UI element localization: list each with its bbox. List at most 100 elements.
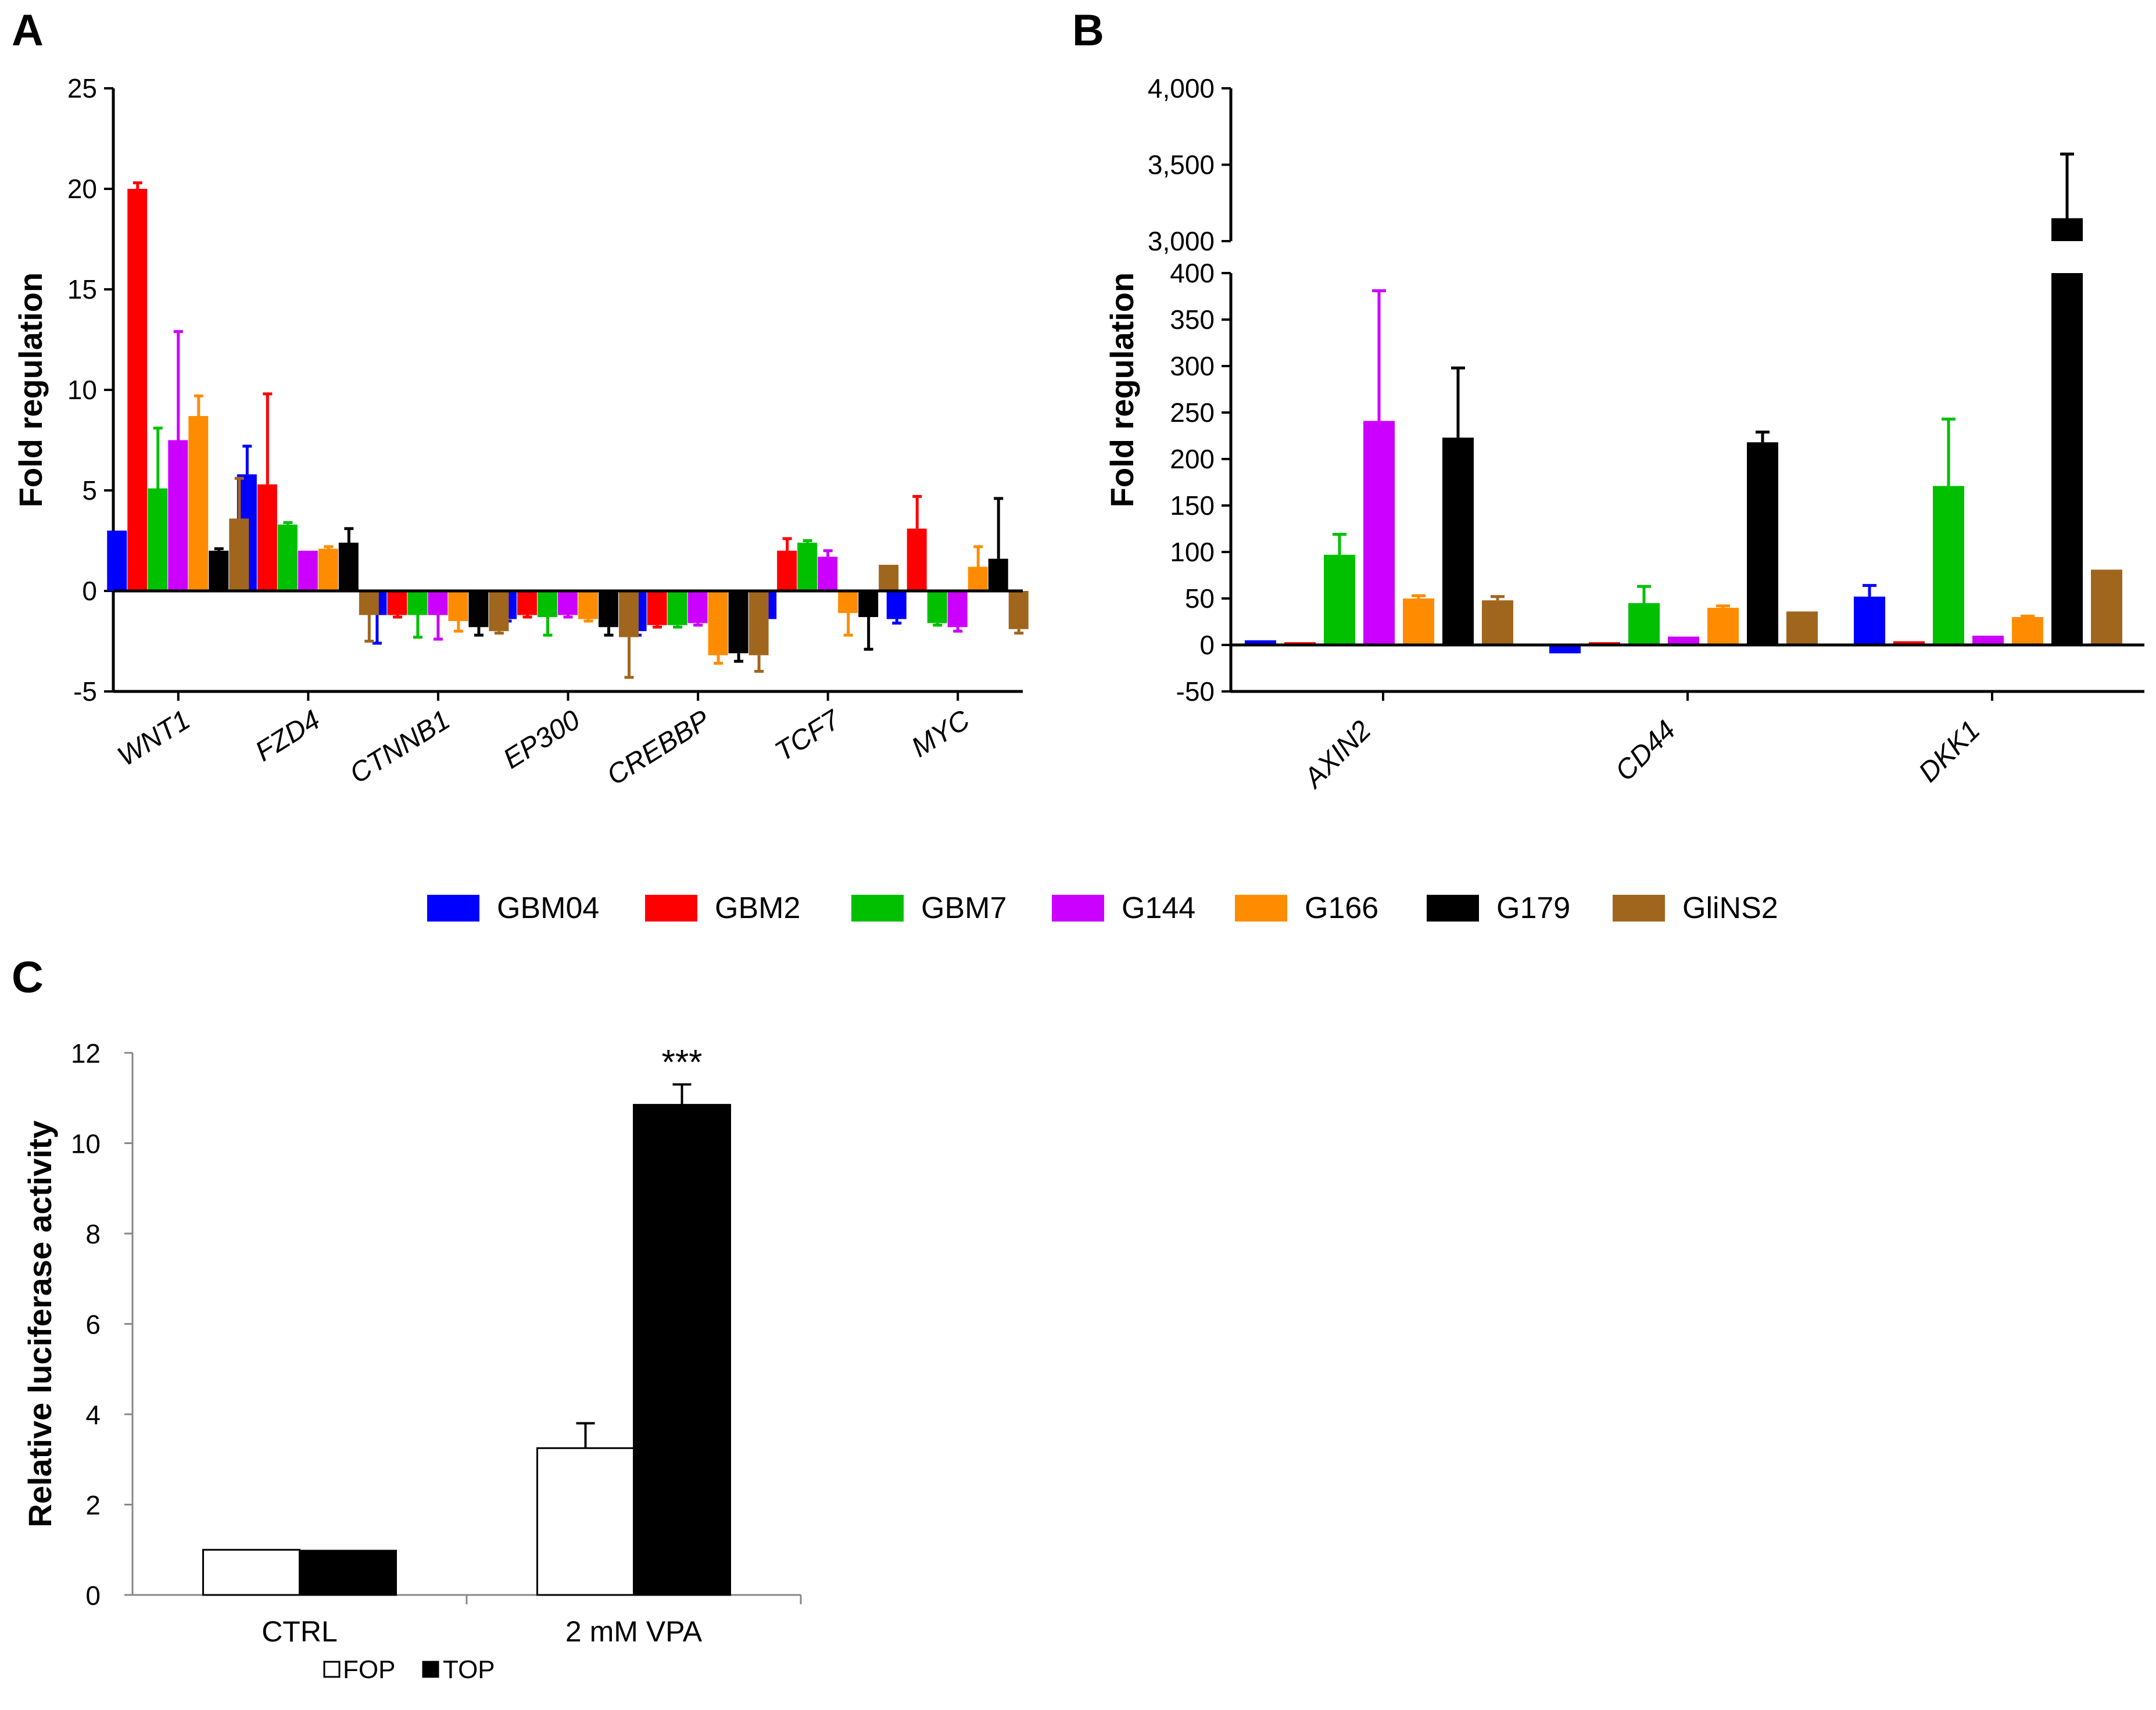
panel-label-b: B [1072, 6, 1104, 55]
bar-gbm7-myc [927, 591, 947, 623]
x-category-label-crebbp: CREBBP [601, 704, 715, 791]
y-tick-label: 20 [67, 174, 97, 204]
bar-g144-cd44 [1668, 636, 1699, 645]
y-axis-title: Relative luciferase activity [22, 1120, 58, 1527]
bar-g144-ep300 [558, 591, 578, 615]
bar-gbm04-wnt1 [107, 530, 127, 591]
x-category-label-ctnnb1: CTNNB1 [345, 704, 456, 790]
x-category-label-ep300: EP300 [498, 704, 586, 775]
legend-swatch-fop [323, 1661, 341, 1678]
bar-gbm04-cd44 [1549, 645, 1581, 654]
legend-label-g179: G179 [1496, 891, 1570, 925]
y-tick-label: 350 [1170, 304, 1215, 335]
bar-gbm7-axin2 [1324, 554, 1355, 645]
bar-glins2-tcf7 [879, 565, 899, 591]
legend-panels-ab: GBM04 GBM2 GBM7 G144 G166 G179 GliNS2 [427, 891, 1778, 925]
legend-swatch-gbm04 [427, 895, 479, 922]
x-category-label-wnt1: WNT1 [112, 704, 195, 772]
legend-label-gbm2: GBM2 [715, 891, 800, 925]
bar-g166-fzd4 [318, 549, 338, 591]
legend-label-g144: G144 [1122, 891, 1195, 925]
x-category-label-2-mm-vpa: 2 mM VPA [565, 1615, 703, 1648]
y-axis-title: Fold regulation [1104, 273, 1140, 507]
y-tick-label: -50 [1176, 676, 1215, 707]
bar-gbm7-cd44 [1628, 603, 1660, 645]
bar-fop-2-mm-vpa [536, 1447, 635, 1596]
y-tick-label: 4,000 [1148, 73, 1215, 103]
bar-g166-wnt1 [188, 415, 209, 591]
bar-g166-dkk1 [2012, 617, 2043, 645]
y-tick-label: 0 [85, 1580, 101, 1611]
y-tick-label: 6 [85, 1310, 101, 1340]
bar-gbm2-dkk1 [1893, 641, 1925, 645]
y-tick-label: 250 [1170, 397, 1215, 428]
bar-g179-dkk1-upper [2051, 218, 2083, 241]
bar-g179-myc [988, 558, 1008, 591]
legend-swatch-g179 [1427, 895, 1479, 922]
legend-label-top: TOP [443, 1655, 495, 1684]
y-tick-label: 10 [71, 1129, 101, 1159]
bar-g144-myc [947, 591, 968, 628]
panel-label-c: C [12, 953, 44, 1002]
x-category-label-ctrl: CTRL [262, 1615, 338, 1648]
bar-g179-axin2 [1442, 438, 1474, 645]
y-tick-label: 0 [82, 576, 97, 606]
bar-g144-tcf7 [818, 557, 838, 591]
bar-g166-ep300 [578, 591, 598, 619]
bar-gbm2-ctnnb1 [387, 591, 407, 615]
bar-g144-ctnnb1 [428, 591, 448, 615]
bar-gbm04-axin2 [1245, 640, 1276, 645]
bar-glins2-axin2 [1482, 600, 1513, 645]
bar-gbm7-dkk1 [1933, 486, 1964, 645]
bar-g144-axin2 [1363, 421, 1395, 645]
y-tick-label: -5 [73, 676, 97, 707]
legend-label-glins2: GliNS2 [1682, 891, 1778, 925]
y-tick-label: 50 [1185, 583, 1215, 614]
legend-label-gbm04: GBM04 [497, 891, 599, 925]
bar-g144-dkk1 [1972, 636, 2004, 645]
y-tick-label: 100 [1170, 537, 1215, 567]
bar-glins2-myc [1008, 591, 1029, 629]
bar-glins2-fzd4 [359, 591, 379, 615]
legend-label-fop: FOP [343, 1655, 395, 1684]
bar-g166-myc [968, 567, 988, 591]
y-tick-label: 150 [1170, 490, 1215, 521]
bar-g179-wnt1 [209, 550, 229, 591]
x-category-label-fzd4: FZD4 [250, 704, 325, 768]
y-tick-label: 5 [82, 475, 97, 506]
bar-g166-crebbp [708, 591, 728, 655]
y-tick-label: 300 [1170, 351, 1215, 381]
bar-glins2-wnt1 [229, 518, 249, 591]
legend-swatch-glins2 [1613, 895, 1665, 922]
significance-marker: *** [661, 1042, 702, 1081]
bar-glins2-ep300 [619, 591, 639, 637]
panel-label-a: A [12, 6, 44, 55]
bar-gbm7-wnt1 [148, 488, 168, 591]
bar-glins2-ctnnb1 [489, 591, 509, 632]
y-tick-label: 200 [1170, 444, 1215, 474]
y-tick-label: 12 [71, 1038, 101, 1069]
legend-swatch-g144 [1052, 895, 1104, 922]
y-tick-label: 10 [67, 375, 97, 405]
bar-gbm7-fzd4 [277, 524, 298, 591]
legend-swatch-g166 [1235, 895, 1287, 922]
legend-label-g166: G166 [1305, 891, 1378, 925]
y-tick-label: 400 [1170, 258, 1215, 288]
legend-swatch-gbm7 [851, 895, 904, 922]
y-axis-title: Fold regulation [12, 273, 49, 507]
bar-fop-ctrl [202, 1548, 300, 1596]
bar-top-ctrl [299, 1550, 397, 1596]
y-tick-label: 3,000 [1148, 226, 1215, 256]
bar-g144-crebbp [687, 591, 708, 623]
y-tick-label: 0 [1199, 630, 1215, 660]
bar-g166-axin2 [1403, 598, 1434, 645]
y-tick-label: 3,500 [1148, 150, 1215, 180]
bar-g166-tcf7 [838, 591, 858, 614]
bar-glins2-dkk1 [2091, 569, 2122, 645]
bar-glins2-cd44 [1786, 611, 1818, 645]
bar-g179-dkk1-lower [2051, 273, 2083, 645]
bar-gbm7-tcf7 [797, 542, 818, 591]
bar-gbm2-crebbp [647, 591, 667, 625]
bar-gbm04-myc [886, 591, 907, 619]
